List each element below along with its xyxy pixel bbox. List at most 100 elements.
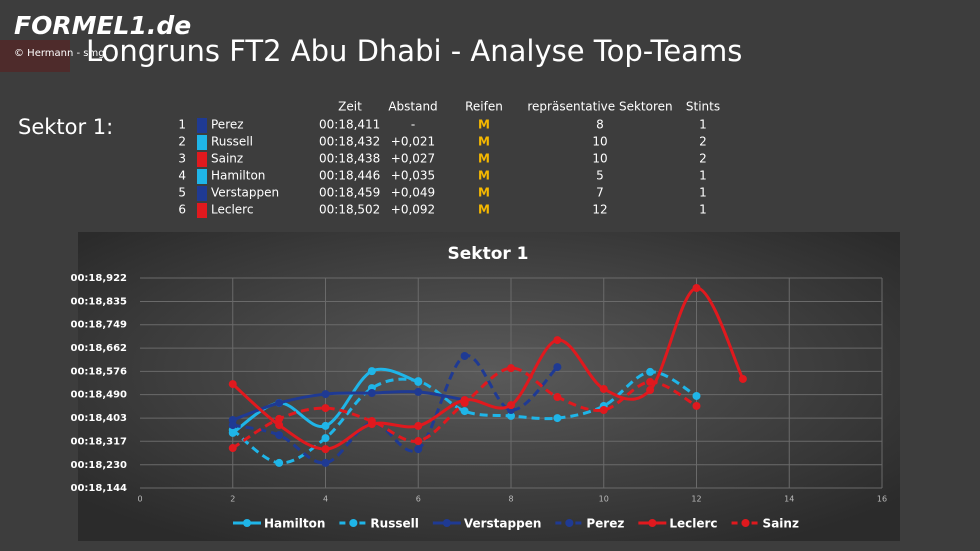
- table-cell: Hamilton: [211, 169, 265, 183]
- table-cell: 6: [178, 203, 186, 217]
- data-point: [275, 398, 284, 407]
- table-cell: 1: [178, 118, 186, 132]
- table-cell: 00:18,438: [319, 152, 380, 166]
- data-point: [599, 405, 608, 414]
- data-point: [367, 417, 376, 426]
- data-point: [553, 363, 562, 372]
- table-cell: 1: [699, 186, 707, 200]
- table-cell: 1: [699, 169, 707, 183]
- data-point: [275, 414, 284, 423]
- data-point: [275, 431, 284, 440]
- x-tick-label: 10: [599, 495, 609, 504]
- table-cell: 2: [699, 135, 707, 149]
- y-tick-label: 00:18,576: [70, 366, 127, 377]
- table-cell: -: [411, 118, 415, 132]
- data-point: [646, 377, 655, 386]
- data-point: [646, 367, 655, 376]
- table-cell: Perez: [211, 118, 244, 132]
- data-point: [646, 386, 655, 395]
- legend-marker: [741, 519, 750, 527]
- data-point: [460, 398, 469, 407]
- y-tick-label: 00:18,835: [70, 296, 127, 307]
- table-cell: +0,027: [391, 152, 435, 166]
- credit: © Hermann - smg: [14, 48, 105, 59]
- data-point: [553, 393, 562, 402]
- x-tick-label: 4: [323, 495, 328, 504]
- data-point: [460, 407, 469, 416]
- table-cell: +0,092: [391, 203, 435, 217]
- data-point: [275, 458, 284, 467]
- table-cell: 1: [699, 118, 707, 132]
- section-label: Sektor 1:: [18, 115, 113, 139]
- table-cell: M: [478, 203, 490, 217]
- legend-marker: [648, 519, 657, 527]
- table-cell: 4: [178, 169, 186, 183]
- table-cell: +0,049: [391, 186, 435, 200]
- data-point: [692, 283, 701, 292]
- table-cell: 2: [699, 152, 707, 166]
- logo-backdrop: [0, 40, 70, 72]
- column-header: Zeit: [338, 100, 362, 114]
- data-point: [460, 352, 469, 361]
- table-cell: M: [478, 118, 490, 132]
- table-cell: M: [478, 152, 490, 166]
- driver-swatch: [197, 152, 207, 167]
- x-tick-label: 16: [877, 495, 887, 504]
- data-point: [275, 421, 284, 430]
- x-tick-label: 12: [691, 495, 701, 504]
- column-header: Reifen: [465, 100, 503, 114]
- table-cell: 00:18,459: [319, 186, 380, 200]
- data-point: [367, 388, 376, 397]
- y-tick-label: 00:18,230: [70, 460, 127, 471]
- column-header: Stints: [686, 100, 720, 114]
- legend-label: Verstappen: [464, 517, 542, 531]
- table-cell: 3: [178, 152, 186, 166]
- data-point: [321, 421, 330, 430]
- legend-marker: [243, 519, 251, 527]
- driver-swatch: [197, 186, 207, 201]
- table-cell: 10: [592, 135, 607, 149]
- data-point: [414, 377, 423, 386]
- chart-title: Sektor 1: [447, 244, 528, 264]
- data-point: [507, 364, 515, 373]
- page-title: Longruns FT2 Abu Dhabi - Analyse Top-Tea…: [86, 34, 742, 68]
- data-point: [553, 414, 562, 423]
- data-point: [692, 401, 701, 410]
- plot: 0 2 4 6 8 10 12 14 16 00:18,144 00:18,230 00:18,317…: [70, 273, 887, 531]
- data-point: [414, 437, 423, 446]
- x-tick-label: 2: [230, 495, 235, 504]
- table-cell: 00:18,446: [319, 169, 380, 183]
- legend-marker: [442, 519, 451, 527]
- y-tick-label: 00:18,490: [70, 390, 127, 401]
- data-point: [738, 374, 747, 383]
- table-cell: 00:18,502: [319, 203, 380, 217]
- driver-swatch: [197, 135, 207, 150]
- table-cell: Russell: [211, 135, 253, 149]
- data-point: [507, 401, 515, 410]
- data-point: [228, 421, 237, 430]
- table-cell: 12: [592, 203, 607, 217]
- data-point: [553, 336, 562, 345]
- table-cell: 5: [596, 169, 604, 183]
- table-cell: 8: [596, 118, 604, 132]
- legend-label: Russell: [370, 517, 418, 531]
- legend-marker: [565, 519, 574, 527]
- data-point: [321, 445, 330, 454]
- y-tick-label: 00:18,922: [70, 273, 127, 284]
- x-tick-label: 0: [137, 495, 142, 504]
- table-cell: +0,035: [391, 169, 435, 183]
- y-tick-label: 00:18,317: [70, 436, 127, 447]
- logo: FORMEL1.de: [14, 11, 191, 40]
- table-cell: +0,021: [391, 135, 435, 149]
- table-cell: Leclerc: [211, 203, 253, 217]
- table-cell: 00:18,411: [319, 118, 380, 132]
- driver-swatch: [197, 203, 207, 218]
- y-tick-label: 00:18,403: [70, 413, 127, 424]
- data-point: [228, 444, 237, 453]
- driver-swatch: [197, 118, 207, 133]
- data-point: [414, 421, 423, 430]
- data-point: [321, 458, 330, 467]
- table-cell: M: [478, 169, 490, 183]
- x-tick-label: 8: [508, 495, 513, 504]
- table-cell: Sainz: [211, 152, 243, 166]
